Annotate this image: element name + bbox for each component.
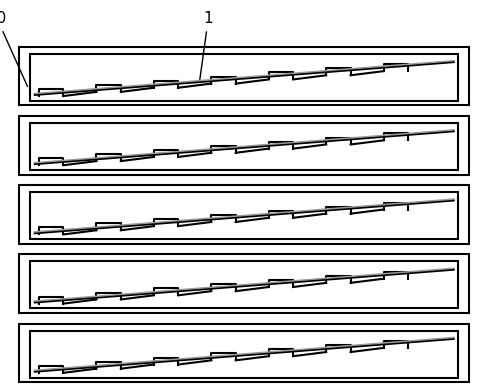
Text: 1: 1 [200, 11, 213, 81]
FancyBboxPatch shape [30, 123, 458, 170]
FancyBboxPatch shape [30, 331, 458, 378]
FancyBboxPatch shape [30, 54, 458, 101]
FancyBboxPatch shape [19, 47, 469, 105]
Text: 20: 20 [0, 11, 27, 87]
FancyBboxPatch shape [19, 254, 469, 313]
FancyBboxPatch shape [19, 116, 469, 175]
FancyBboxPatch shape [30, 192, 458, 239]
FancyBboxPatch shape [30, 261, 458, 308]
FancyBboxPatch shape [19, 185, 469, 244]
FancyBboxPatch shape [19, 324, 469, 382]
